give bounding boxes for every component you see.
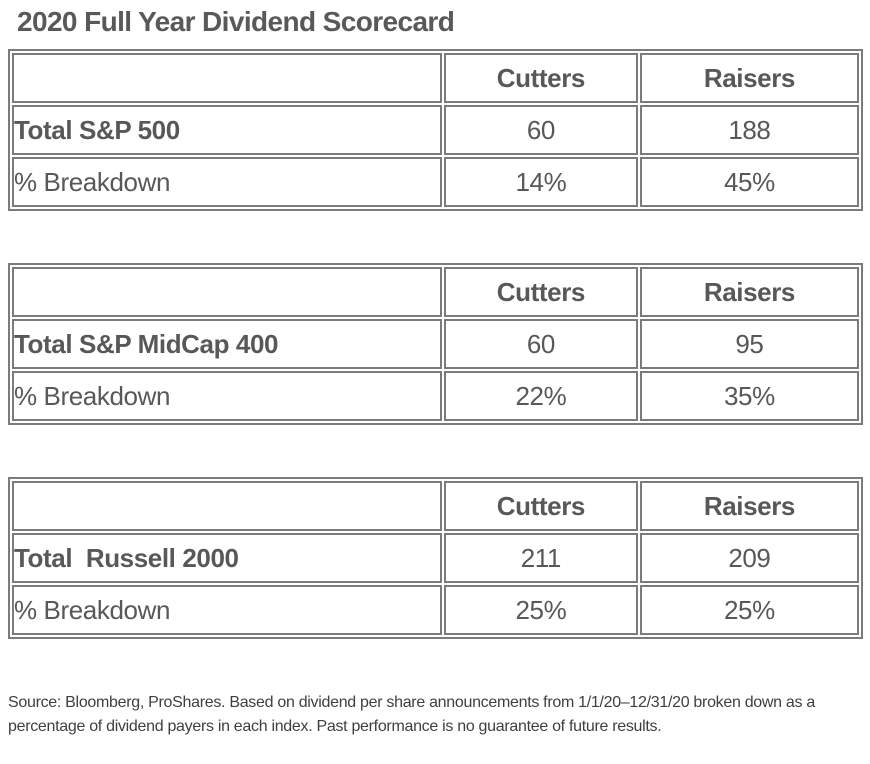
source-footnote: Source: Bloomberg, ProShares. Based on d… [8,694,815,735]
column-header-raisers: Raisers [639,481,859,532]
breakdown-row: % Breakdown 25% 25% [12,585,859,636]
total-row-label: Total Russell 2000 [12,533,442,584]
cutters-pct-value: 25% [443,585,638,636]
scorecard-table-sp500: Cutters Raisers Total S&P 500 60 188 % B… [8,49,863,212]
cutters-total-value: 60 [443,319,638,370]
cutters-total-value: 211 [443,533,638,584]
cutters-pct-value: 22% [443,371,638,422]
breakdown-row-label: % Breakdown [12,585,442,636]
header-row: Cutters Raisers [12,481,859,532]
cutters-total-value: 60 [443,105,638,156]
header-row: Cutters Raisers [12,53,859,104]
column-header-cutters: Cutters [443,481,638,532]
totals-row: Total Russell 2000 211 209 [12,533,859,584]
total-row-label: Total S&P MidCap 400 [12,319,442,370]
column-header-raisers: Raisers [639,53,859,104]
corner-cell [12,481,442,532]
column-header-cutters: Cutters [443,53,638,104]
raisers-pct-value: 45% [639,157,859,208]
column-header-raisers: Raisers [639,267,859,318]
totals-row: Total S&P MidCap 400 60 95 [12,319,859,370]
breakdown-row-label: % Breakdown [12,157,442,208]
breakdown-row: % Breakdown 22% 35% [12,371,859,422]
scorecard-table-russell2000: Cutters Raisers Total Russell 2000 211 2… [8,477,863,640]
corner-cell [12,267,442,318]
totals-row: Total S&P 500 60 188 [12,105,859,156]
breakdown-row: % Breakdown 14% 45% [12,157,859,208]
corner-cell [12,53,442,104]
column-header-cutters: Cutters [443,267,638,318]
breakdown-row-label: % Breakdown [12,371,442,422]
total-row-label: Total S&P 500 [12,105,442,156]
raisers-pct-value: 25% [639,585,859,636]
raisers-total-value: 209 [639,533,859,584]
raisers-total-value: 95 [639,319,859,370]
raisers-pct-value: 35% [639,371,859,422]
raisers-total-value: 188 [639,105,859,156]
page-title: 2020 Full Year Dividend Scorecard [17,6,455,37]
scorecard-table-midcap400: Cutters Raisers Total S&P MidCap 400 60 … [8,263,863,426]
header-row: Cutters Raisers [12,267,859,318]
cutters-pct-value: 14% [443,157,638,208]
